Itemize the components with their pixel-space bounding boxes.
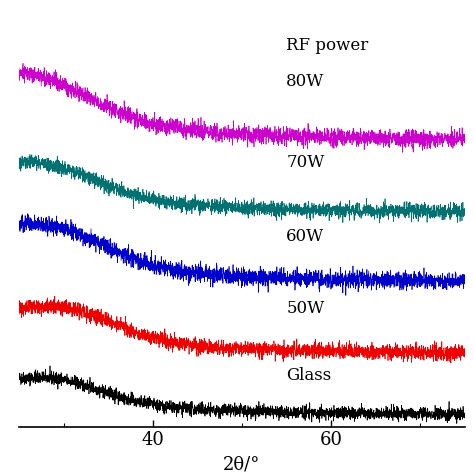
Text: 60W: 60W (286, 228, 325, 245)
Text: RF power: RF power (286, 37, 369, 55)
Text: 80W: 80W (286, 73, 325, 90)
X-axis label: 2θ/°: 2θ/° (223, 455, 260, 473)
Text: 50W: 50W (286, 301, 325, 318)
Text: 70W: 70W (286, 154, 325, 171)
Text: Glass: Glass (286, 367, 331, 383)
